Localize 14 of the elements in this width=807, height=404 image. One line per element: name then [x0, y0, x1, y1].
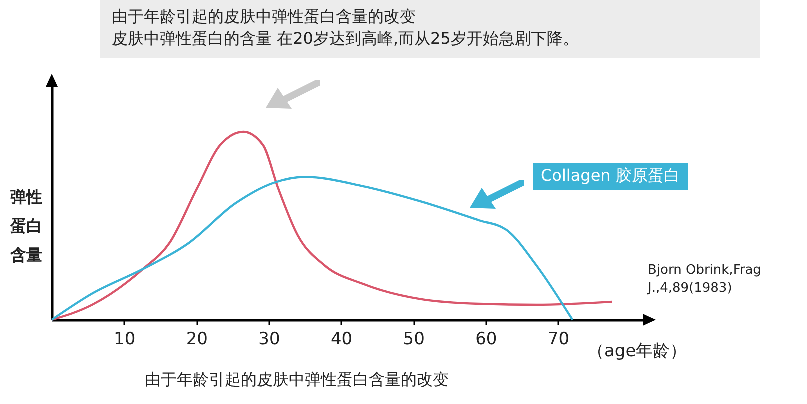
x-tick-label: 30 — [258, 330, 280, 350]
chart-title: 由于年龄引起的皮肤中弹性蛋白含量的改变 — [112, 6, 417, 28]
chart-subtitle: 皮肤中弹性蛋白的含量 在20岁达到高峰,而从25岁开始急剧下降。 — [112, 28, 580, 50]
text: Bjorn Obrink,Frag J.,4,89(1983) — [648, 262, 762, 298]
x-tick-label: 70 — [548, 330, 570, 350]
x-axis-title: （age年龄） — [588, 342, 688, 362]
x-tick-label: 50 — [403, 330, 425, 350]
x-tick-label: 10 — [114, 330, 136, 350]
x-tick-label: 40 — [330, 330, 353, 350]
text: 由于年龄引起的皮肤中弹性蛋白含量的改变 — [145, 370, 449, 391]
y-axis-title: 弹性蛋白含量 — [10, 188, 42, 264]
x-tick-label: 60 — [476, 330, 498, 350]
text: Collagen 胶原蛋白 — [533, 163, 688, 190]
x-tick-label: 20 — [186, 330, 208, 350]
